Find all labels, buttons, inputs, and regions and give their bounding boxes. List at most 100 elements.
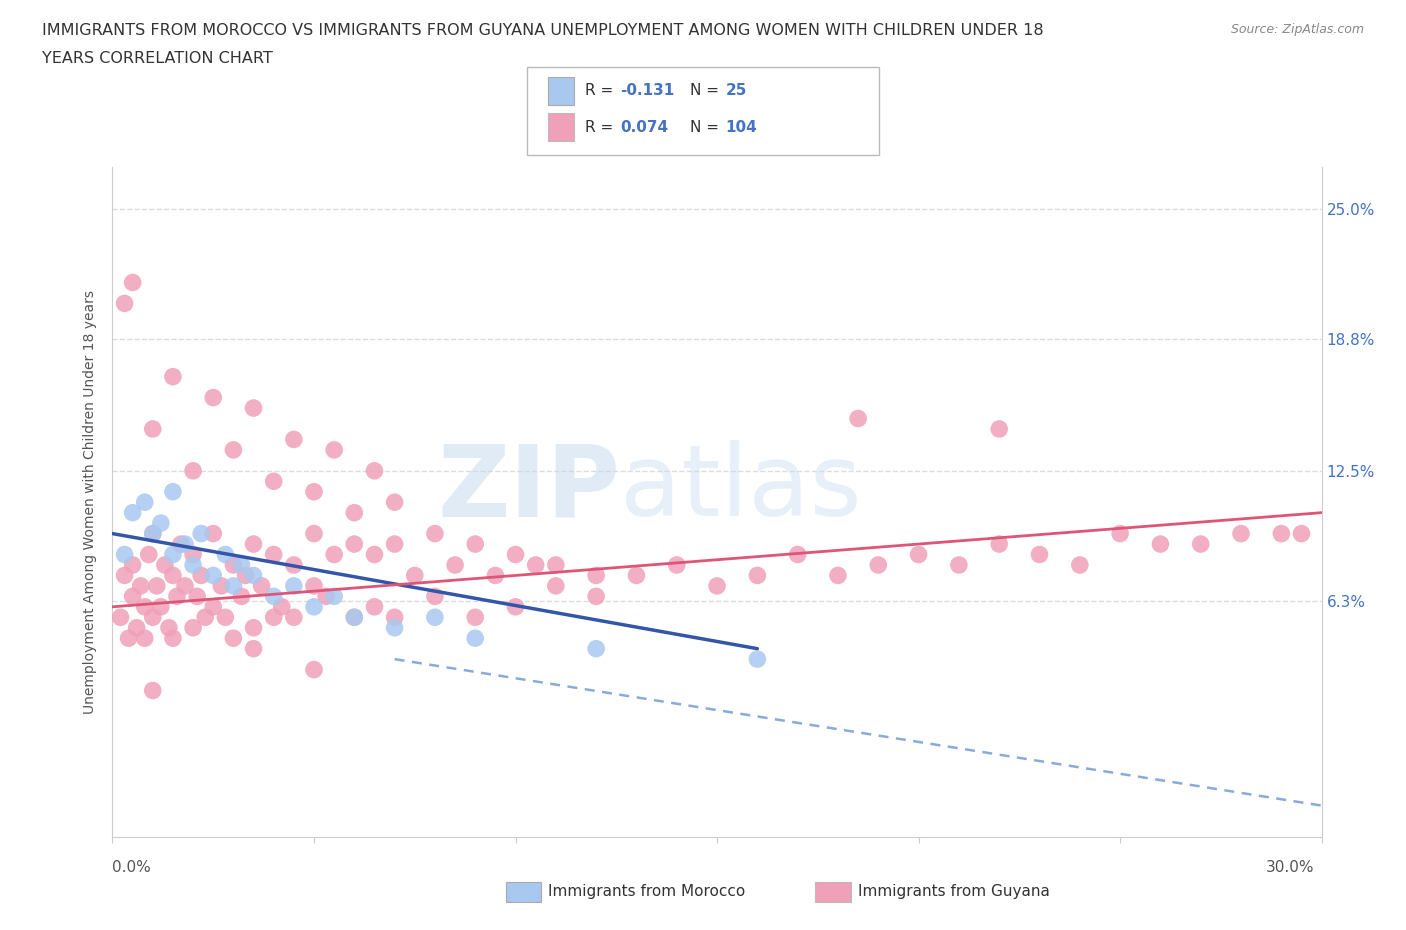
Point — [464, 631, 486, 645]
Point — [270, 600, 292, 615]
Point — [948, 558, 970, 573]
Text: IMMIGRANTS FROM MOROCCO VS IMMIGRANTS FROM GUYANA UNEMPLOYMENT AMONG WOMEN WITH : IMMIGRANTS FROM MOROCCO VS IMMIGRANTS FR… — [42, 23, 1043, 38]
Point — [174, 578, 197, 593]
Point — [263, 610, 285, 625]
Point — [283, 578, 305, 593]
Point — [343, 537, 366, 551]
Point — [121, 275, 143, 290]
Point — [110, 610, 132, 625]
Text: N =: N = — [690, 120, 724, 135]
Point — [114, 296, 136, 311]
Point — [222, 443, 245, 458]
Point — [907, 547, 929, 562]
Point — [190, 526, 212, 541]
Point — [162, 568, 184, 583]
Point — [363, 600, 385, 615]
Point — [423, 526, 446, 541]
Point — [585, 589, 607, 604]
Text: R =: R = — [585, 84, 619, 99]
Text: Immigrants from Morocco: Immigrants from Morocco — [548, 884, 745, 899]
Point — [231, 558, 253, 573]
Point — [1189, 537, 1212, 551]
Point — [157, 620, 180, 635]
Point — [242, 620, 264, 635]
Point — [544, 578, 567, 593]
Point — [1270, 526, 1292, 541]
Point — [464, 537, 486, 551]
Point — [585, 568, 607, 583]
Text: N =: N = — [690, 84, 724, 99]
Point — [142, 421, 165, 436]
Point — [202, 600, 225, 615]
Point — [146, 578, 169, 593]
Text: -0.131: -0.131 — [620, 84, 675, 99]
Point — [323, 547, 346, 562]
Point — [988, 537, 1011, 551]
Point — [222, 558, 245, 573]
Point — [988, 421, 1011, 436]
Point — [142, 610, 165, 625]
Point — [1291, 526, 1313, 541]
Point — [121, 589, 143, 604]
Point — [149, 600, 172, 615]
Point — [384, 537, 406, 551]
Point — [626, 568, 648, 583]
Point — [263, 547, 285, 562]
Text: Source: ZipAtlas.com: Source: ZipAtlas.com — [1230, 23, 1364, 36]
Point — [302, 578, 325, 593]
Point — [242, 401, 264, 416]
Point — [162, 631, 184, 645]
Text: Immigrants from Guyana: Immigrants from Guyana — [858, 884, 1049, 899]
Point — [214, 547, 236, 562]
Point — [190, 568, 212, 583]
Point — [585, 642, 607, 657]
Point — [464, 610, 486, 625]
Point — [214, 610, 236, 625]
Point — [524, 558, 547, 573]
Text: R =: R = — [585, 120, 619, 135]
Point — [1109, 526, 1132, 541]
Point — [423, 589, 446, 604]
Point — [129, 578, 152, 593]
Point — [505, 600, 527, 615]
Point — [250, 578, 273, 593]
Point — [174, 537, 197, 551]
Point — [846, 411, 869, 426]
Point — [194, 610, 217, 625]
Point — [202, 568, 225, 583]
Point — [1230, 526, 1253, 541]
Point — [125, 620, 148, 635]
Point — [263, 589, 285, 604]
Point — [138, 547, 160, 562]
Point — [665, 558, 688, 573]
Y-axis label: Unemployment Among Women with Children Under 18 years: Unemployment Among Women with Children U… — [83, 290, 97, 714]
Point — [544, 558, 567, 573]
Point — [283, 558, 305, 573]
Point — [747, 652, 769, 667]
Point — [423, 610, 446, 625]
Point — [384, 620, 406, 635]
Point — [747, 568, 769, 583]
Point — [343, 610, 366, 625]
Point — [142, 526, 165, 541]
Point — [283, 610, 305, 625]
Point — [162, 485, 184, 499]
Point — [222, 631, 245, 645]
Text: 104: 104 — [725, 120, 758, 135]
Point — [302, 485, 325, 499]
Point — [302, 600, 325, 615]
Point — [242, 568, 264, 583]
Point — [231, 589, 253, 604]
Point — [162, 547, 184, 562]
Point — [170, 537, 193, 551]
Point — [384, 610, 406, 625]
Point — [181, 547, 204, 562]
Point — [202, 526, 225, 541]
Point — [114, 547, 136, 562]
Point — [384, 495, 406, 510]
Point — [302, 662, 325, 677]
Point — [181, 558, 204, 573]
Point — [283, 432, 305, 447]
Point — [868, 558, 890, 573]
Text: ZIP: ZIP — [437, 440, 620, 538]
